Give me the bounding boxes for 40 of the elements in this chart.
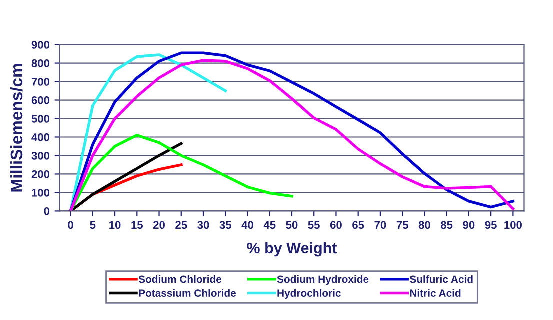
- legend-label: Hydrochloric: [278, 289, 341, 300]
- legend-label: Sodium Chloride: [138, 275, 222, 284]
- y-tick-label: 900: [32, 41, 50, 49]
- x-tick-label: 55: [308, 221, 320, 230]
- y-axis-title: MilliSiemens/cm: [10, 64, 23, 192]
- y-tick-label: 500: [32, 115, 50, 123]
- y-tick-label: 100: [32, 188, 50, 197]
- x-tick-label: 10: [110, 221, 121, 230]
- x-tick-label: 5: [90, 221, 96, 230]
- x-tick-label: 60: [330, 221, 342, 230]
- x-tick-label: 90: [463, 221, 475, 230]
- y-tick-label: 700: [32, 78, 50, 86]
- x-tick-label: 95: [485, 221, 497, 230]
- line-series: [69, 54, 228, 212]
- x-tick-label: 100: [504, 221, 522, 230]
- x-tick-label: 70: [374, 221, 386, 230]
- y-tick-label: 200: [32, 170, 50, 178]
- x-tick-label: 80: [418, 221, 430, 230]
- x-tick-label: 50: [286, 221, 298, 230]
- x-tick-label: 45: [264, 221, 276, 230]
- x-tick-label: 40: [242, 221, 254, 230]
- y-tick-label: 400: [32, 134, 50, 142]
- y-tick-label: 600: [32, 96, 50, 104]
- y-tick-label: 800: [32, 60, 50, 68]
- legend-label: Nitric Acid: [410, 289, 461, 298]
- x-axis-title: % by Weight: [247, 242, 338, 257]
- legend-label: Sodium Hydroxide: [277, 275, 369, 286]
- x-tick-label: 15: [132, 221, 144, 230]
- y-tick-label: 300: [32, 152, 50, 160]
- x-tick-label: 25: [176, 221, 188, 230]
- x-tick-label: 85: [441, 221, 453, 230]
- x-tick-label: 35: [220, 221, 232, 230]
- x-tick-label: 20: [153, 221, 165, 230]
- legend-label: Sulfuric Acid: [410, 275, 473, 284]
- x-tick-label: 30: [198, 221, 210, 230]
- x-tick-label: 75: [396, 221, 408, 230]
- x-tick-label: 0: [68, 221, 74, 230]
- legend-label: Potassium Chloride: [139, 289, 236, 298]
- x-tick-label: 65: [352, 221, 364, 230]
- y-tick-label: 0: [44, 207, 50, 216]
